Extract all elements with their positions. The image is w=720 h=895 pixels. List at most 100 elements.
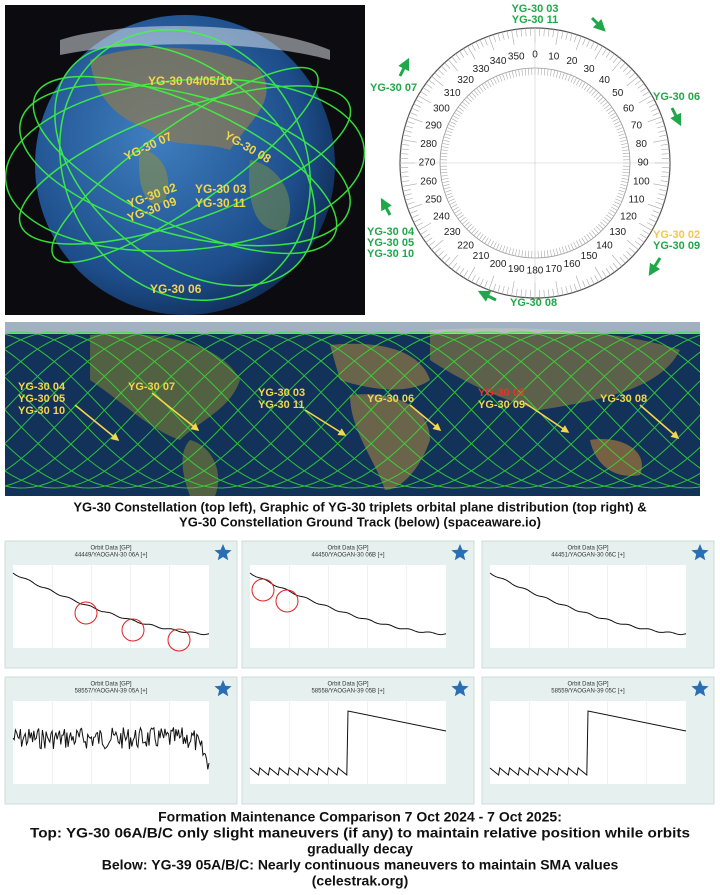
dial-tick [452,115,459,120]
dial-tick [515,288,518,297]
dial-label: YG-30 08 [510,297,557,309]
dial-tick [553,70,556,77]
dial-tick [575,275,582,290]
dial-tick [411,107,420,112]
dial-tick [409,112,418,116]
dial-tick [642,91,650,96]
dial-tick [475,277,480,285]
dial-tick [440,152,448,155]
dial-tick [620,183,628,187]
globe-label: YG-30 11 [195,196,246,210]
dial-tick [646,99,655,104]
dial-tick [401,183,417,187]
dial-label: YG-30 11 [512,14,558,26]
dial-tick [425,237,433,243]
dial-tick [502,31,505,40]
dial-tick [659,134,668,137]
dial-tick [609,112,616,117]
dial-tick [543,250,546,258]
dial-tick [661,171,670,173]
dial-tick [471,274,476,283]
dial-tick [441,146,449,149]
dial-tick [449,121,457,125]
dial-tick [586,234,592,241]
dial-tick [613,201,621,205]
dial-tick [591,90,597,96]
dial-tick [521,68,524,76]
dial-tick [569,33,573,42]
dial-number: 140 [596,240,613,251]
footer: Below: YG-39 05A/B/C: Nearly continuous … [102,857,619,873]
dial-tick [502,286,505,295]
dial-tick [569,284,573,293]
dial-tick [413,103,421,108]
dial-tick [561,72,565,80]
highlight-circle [74,601,98,625]
track [5,331,700,489]
panel-title: Orbit Data [GP] [567,546,608,552]
land [139,150,169,205]
dial-tick [452,206,459,211]
dial-tick [400,175,409,178]
dial-number: 170 [545,264,562,275]
dial-tick [547,28,550,37]
orbit-trace [489,710,687,777]
dial-tick [425,83,433,89]
dial-tick [440,171,448,174]
dial-number: 260 [420,176,437,187]
dial-tick [661,175,670,178]
dial-tick [605,50,611,58]
dial-tick [547,289,550,298]
dial-number: 90 [637,158,649,169]
dial-tick [591,230,597,236]
panel-title: Orbit Data [GP] [327,682,368,688]
ice [60,26,330,60]
dial-tick [446,195,454,199]
dial-tick [488,36,495,51]
dial-tick [567,244,571,252]
dial-tick [653,139,669,143]
land [249,160,291,231]
dial-tick [442,142,449,145]
dial-tick [443,186,451,190]
dial-tick [415,222,424,227]
dial-tick [619,257,626,264]
dial-tick [471,92,477,98]
dial-tick [594,274,599,283]
dial-tick [573,241,577,249]
logo-star [691,544,709,561]
dial-tick [441,177,449,180]
dial-tick [623,65,629,72]
dial-number: 250 [425,195,442,206]
dial-tick [622,149,630,152]
track-label: YG-30 05 [18,393,65,405]
dial-tick [594,45,603,60]
dial-tick [609,209,616,214]
panel-object: 58559/YAOGAN-39 05C [+] [551,689,625,695]
dial-tick [466,223,472,230]
track [5,331,700,489]
highlight-circle [251,578,275,602]
dial-tick [552,288,555,297]
dial-tick [658,193,667,196]
track [5,331,700,489]
dial-tick [467,45,476,60]
dial-tick [455,265,461,273]
dial-tick [581,237,586,244]
dial-tick [567,74,571,82]
track-label: YG-30 04 [18,381,66,393]
dial-tick [611,254,623,267]
dial-tick [443,136,451,140]
dial-tick [661,153,670,155]
dial-tick [620,139,628,143]
dial-tick [659,189,668,192]
dial-tick [459,268,465,276]
dial-number: 350 [508,51,525,62]
dial-tick [590,41,595,49]
dial-tick [612,118,620,122]
dial-tick [555,29,559,45]
dial-tick [561,246,565,254]
dial-tick [521,250,524,258]
land [90,47,267,150]
dial-tick [553,249,556,256]
